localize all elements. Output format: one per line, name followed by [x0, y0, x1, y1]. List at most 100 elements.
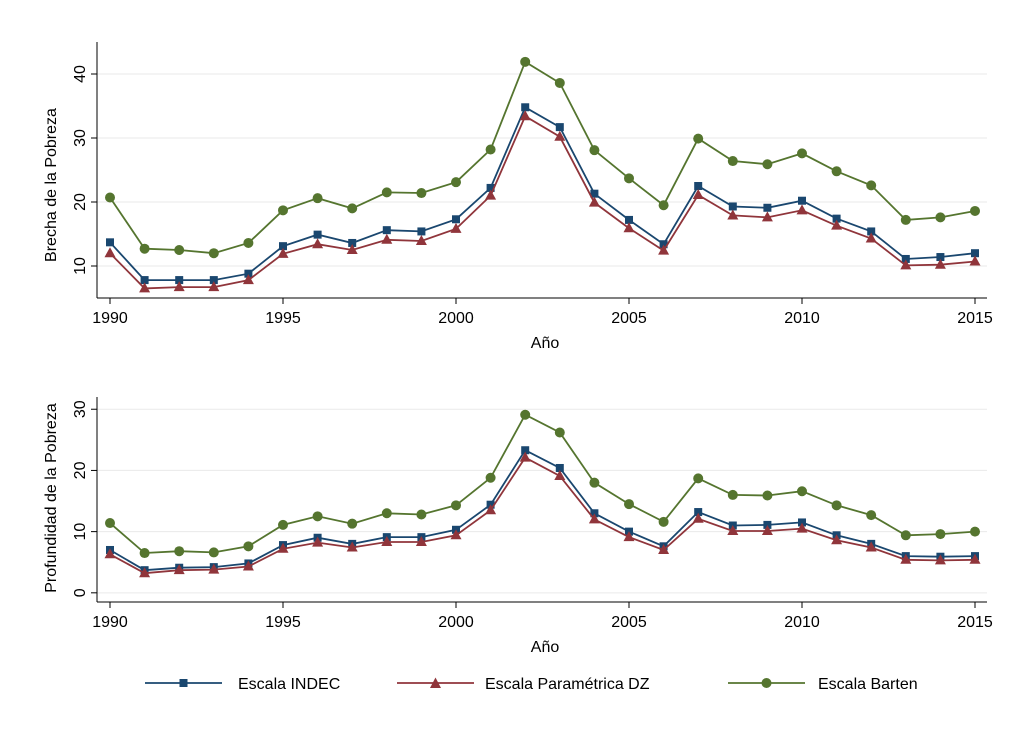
- data-point-barten: [485, 472, 496, 483]
- legend-item-barten: Escala Barten: [728, 676, 918, 693]
- data-point-barten: [105, 192, 115, 203]
- data-point-dz: [761, 525, 773, 536]
- data-point-barten: [762, 159, 773, 170]
- series-line-barten: [109, 413, 976, 554]
- data-point-barten: [658, 200, 669, 211]
- data-point-indec: [209, 276, 218, 285]
- data-point-dz: [104, 548, 116, 559]
- data-point-barten: [208, 248, 219, 259]
- data-point-dz: [312, 536, 324, 547]
- data-point-barten: [139, 243, 150, 254]
- data-point-barten: [970, 526, 980, 537]
- data-point-indec: [798, 196, 806, 205]
- series-line-barten: [109, 60, 976, 255]
- data-point-barten: [312, 193, 323, 204]
- data-point-indec: [763, 520, 772, 529]
- x-tick-label: 2015: [957, 614, 993, 631]
- data-point-dz: [485, 504, 497, 515]
- data-point-barten: [589, 477, 600, 488]
- data-point-barten: [866, 180, 877, 191]
- legend: Escala INDEC Escala Paramétrica DZ Escal…: [145, 676, 918, 693]
- data-point-barten: [208, 547, 219, 558]
- data-point-dz: [554, 130, 566, 141]
- data-point-indec: [590, 509, 599, 518]
- data-point-barten: [312, 511, 323, 522]
- data-point-indec: [659, 240, 668, 249]
- data-point-barten: [451, 177, 461, 188]
- y-tick-label: 30: [72, 400, 89, 418]
- data-point-dz: [969, 553, 981, 564]
- y-axis-title: Brecha de la Pobreza: [43, 108, 60, 262]
- data-point-barten: [554, 77, 565, 88]
- data-point-indec: [936, 253, 945, 262]
- data-point-dz: [623, 222, 635, 233]
- data-point-dz: [242, 274, 254, 285]
- data-point-dz: [173, 281, 185, 292]
- data-point-dz: [173, 564, 185, 575]
- data-point-barten: [797, 148, 807, 159]
- data-point-barten: [520, 56, 531, 67]
- axes: 10 20 30 40 1990 1995 2000 2005 2010 2015: [72, 42, 993, 327]
- data-point-barten: [105, 518, 115, 529]
- y-tick-label: 0: [72, 588, 89, 597]
- data-point-indec: [348, 238, 357, 247]
- data-point-indec: [313, 230, 322, 239]
- data-point-dz: [761, 211, 773, 222]
- y-tick-label: 40: [72, 65, 89, 83]
- data-point-dz: [865, 232, 877, 243]
- data-point-barten: [762, 490, 773, 501]
- data-point-dz: [831, 219, 843, 230]
- x-tick-label: 2005: [611, 614, 647, 631]
- x-tick-label: 1990: [92, 614, 128, 631]
- data-point-barten: [831, 166, 842, 177]
- data-point-dz: [381, 536, 393, 547]
- data-point-barten: [347, 203, 358, 214]
- data-point-dz: [312, 238, 324, 249]
- x-tick-label: 2010: [784, 310, 820, 327]
- data-point-dz: [415, 536, 427, 547]
- x-tick-label: 2005: [611, 310, 647, 327]
- data-point-dz: [519, 110, 531, 121]
- data-point-barten: [381, 508, 392, 519]
- data-point-dz: [277, 542, 289, 553]
- x-tick-label: 1990: [92, 310, 128, 327]
- data-point-barten: [970, 205, 980, 216]
- data-point-dz: [519, 451, 531, 462]
- data-point-dz: [623, 531, 635, 542]
- data-point-indec: [521, 103, 530, 112]
- data-point-indec: [694, 182, 703, 190]
- legend-label-indec: Escala INDEC: [238, 676, 340, 693]
- data-point-dz: [139, 567, 151, 578]
- data-point-barten: [347, 518, 358, 529]
- data-point-indec: [486, 183, 495, 192]
- data-point-barten: [243, 541, 254, 552]
- series-line-dz: [109, 114, 976, 290]
- data-point-dz: [588, 196, 600, 207]
- legend-item-dz: Escala Paramétrica DZ: [397, 676, 650, 693]
- x-tick-label: 2000: [438, 614, 474, 631]
- data-point-barten: [693, 133, 704, 144]
- data-point-indec: [971, 249, 979, 258]
- data-point-barten: [900, 214, 911, 225]
- data-point-dz: [900, 259, 912, 270]
- x-tick-label: 2015: [957, 310, 993, 327]
- data-point-barten: [278, 205, 288, 216]
- data-point-indec: [798, 518, 806, 527]
- data-point-barten: [797, 486, 807, 497]
- data-point-dz: [346, 541, 358, 552]
- data-point-indec: [867, 227, 876, 236]
- data-point-dz: [554, 469, 566, 480]
- y-tick-label: 20: [72, 193, 89, 211]
- data-point-barten: [485, 144, 496, 155]
- data-point-dz: [934, 554, 946, 565]
- data-point-barten: [727, 156, 738, 167]
- data-point-barten: [139, 548, 150, 559]
- data-point-dz: [588, 513, 600, 524]
- data-point-barten: [900, 530, 911, 541]
- data-point-barten: [866, 510, 877, 521]
- data-point-indec: [175, 276, 184, 285]
- legend-label-barten: Escala Barten: [818, 676, 918, 693]
- legend-circle-marker: [761, 678, 772, 688]
